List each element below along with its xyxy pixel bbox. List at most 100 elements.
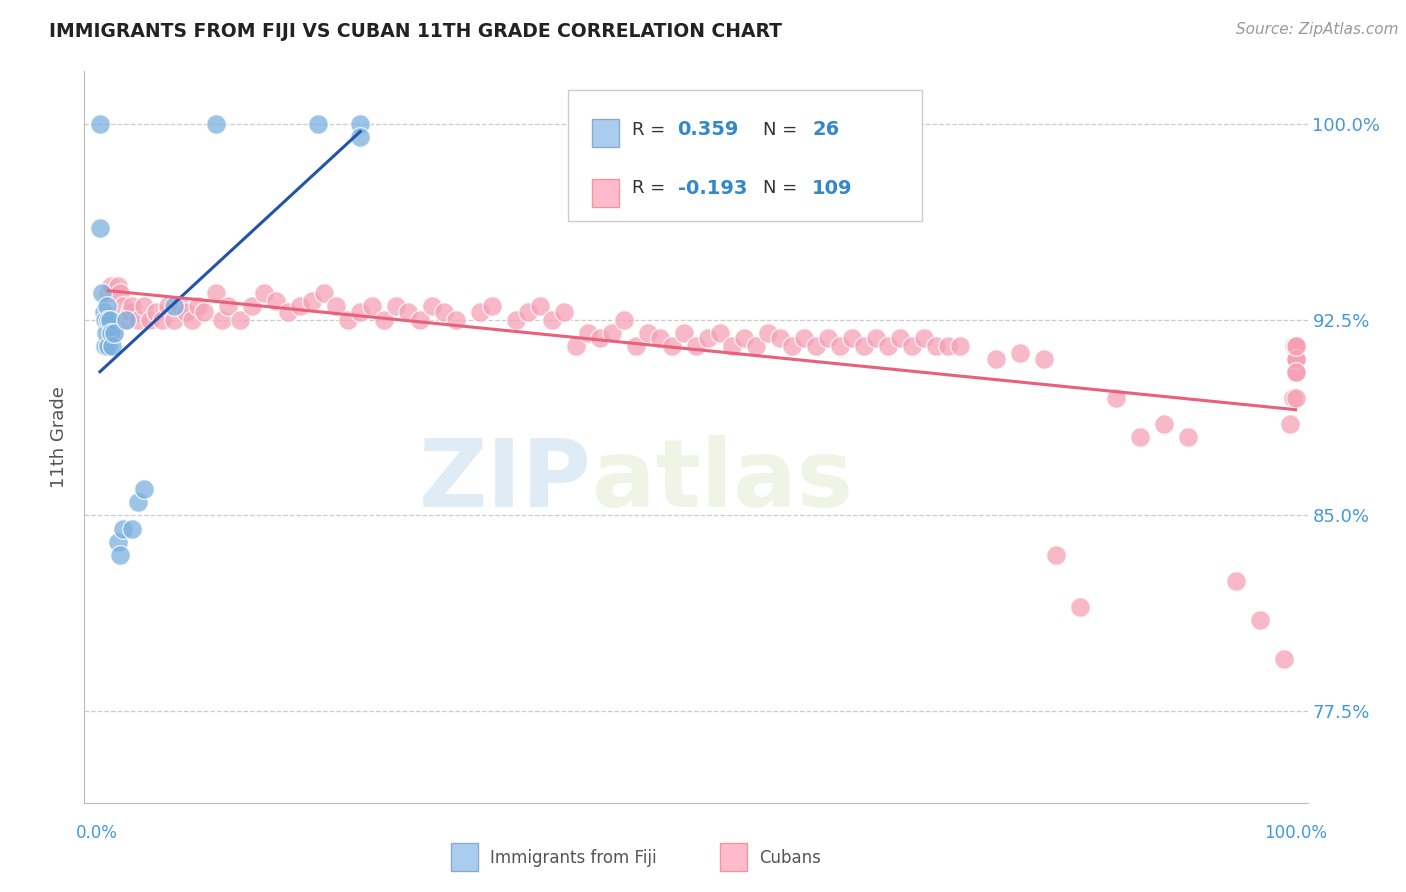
Text: atlas: atlas <box>592 435 853 527</box>
Point <box>100 326 122 340</box>
Point <box>349 304 371 318</box>
Point <box>107 278 129 293</box>
Point <box>111 522 134 536</box>
Point <box>307 117 329 131</box>
Text: R =: R = <box>633 179 671 197</box>
Point <box>481 300 503 314</box>
Point <box>139 312 162 326</box>
Point <box>89 117 111 131</box>
Point <box>98 312 121 326</box>
Point <box>1069 599 1091 614</box>
Point <box>314 286 336 301</box>
Point <box>1284 351 1306 366</box>
Point <box>769 331 792 345</box>
Point <box>1284 365 1306 379</box>
Point <box>1284 391 1306 405</box>
Point <box>1284 339 1306 353</box>
Point <box>1129 430 1152 444</box>
Point <box>1177 430 1199 444</box>
Point <box>193 304 215 318</box>
Point <box>756 326 779 340</box>
Point <box>110 286 132 301</box>
FancyBboxPatch shape <box>451 843 478 871</box>
Point <box>817 331 839 345</box>
Point <box>624 339 647 353</box>
Point <box>150 312 173 326</box>
Text: 0.359: 0.359 <box>678 120 740 139</box>
Point <box>93 339 117 353</box>
Point <box>385 300 408 314</box>
Text: IMMIGRANTS FROM FIJI VS CUBAN 11TH GRADE CORRELATION CHART: IMMIGRANTS FROM FIJI VS CUBAN 11TH GRADE… <box>49 22 782 41</box>
Point <box>103 326 125 340</box>
Point <box>468 304 491 318</box>
Point <box>1284 339 1306 353</box>
Point <box>107 534 129 549</box>
Point <box>93 312 117 326</box>
Point <box>589 331 612 345</box>
Point <box>253 286 276 301</box>
Point <box>174 304 197 318</box>
Point <box>1284 351 1306 366</box>
Point <box>1284 365 1306 379</box>
Point <box>1272 652 1295 666</box>
Point <box>127 495 149 509</box>
Point <box>373 312 395 326</box>
Point <box>127 312 149 326</box>
Point <box>396 304 419 318</box>
Point <box>409 312 432 326</box>
Point <box>901 339 924 353</box>
Point <box>325 300 347 314</box>
Point <box>1153 417 1175 431</box>
Point <box>433 304 456 318</box>
Point <box>804 339 827 353</box>
Point <box>277 304 299 318</box>
Point <box>889 331 911 345</box>
Point <box>685 339 707 353</box>
Point <box>187 300 209 314</box>
Point <box>672 326 695 340</box>
Point <box>157 300 180 314</box>
Point <box>349 117 371 131</box>
Point <box>1008 346 1031 360</box>
Point <box>121 522 143 536</box>
Point <box>91 286 114 301</box>
Point <box>565 339 588 353</box>
Text: Immigrants from Fiji: Immigrants from Fiji <box>491 848 657 867</box>
Point <box>1284 339 1306 353</box>
Point <box>1284 351 1306 366</box>
Point <box>118 304 141 318</box>
Text: -0.193: -0.193 <box>678 179 747 198</box>
Point <box>301 294 323 309</box>
Point <box>100 278 122 293</box>
Point <box>925 339 948 353</box>
Point <box>780 339 803 353</box>
Point <box>1032 351 1054 366</box>
Point <box>709 326 731 340</box>
Point <box>163 300 186 314</box>
Point <box>576 326 599 340</box>
Point <box>337 312 360 326</box>
Point <box>290 300 312 314</box>
Point <box>217 300 239 314</box>
Point <box>111 300 134 314</box>
Point <box>912 331 935 345</box>
Point <box>134 300 156 314</box>
Point <box>205 286 228 301</box>
FancyBboxPatch shape <box>720 843 748 871</box>
Point <box>103 326 125 340</box>
Point <box>181 312 204 326</box>
Y-axis label: 11th Grade: 11th Grade <box>51 386 69 488</box>
Point <box>637 326 659 340</box>
Point <box>1249 613 1271 627</box>
Text: 109: 109 <box>813 179 852 198</box>
Point <box>134 483 156 497</box>
Point <box>661 339 683 353</box>
Point <box>876 339 898 353</box>
Point <box>115 312 138 326</box>
Point <box>936 339 959 353</box>
Text: ZIP: ZIP <box>419 435 592 527</box>
Point <box>240 300 263 314</box>
Point <box>163 312 186 326</box>
Point <box>264 294 287 309</box>
Point <box>984 351 1007 366</box>
